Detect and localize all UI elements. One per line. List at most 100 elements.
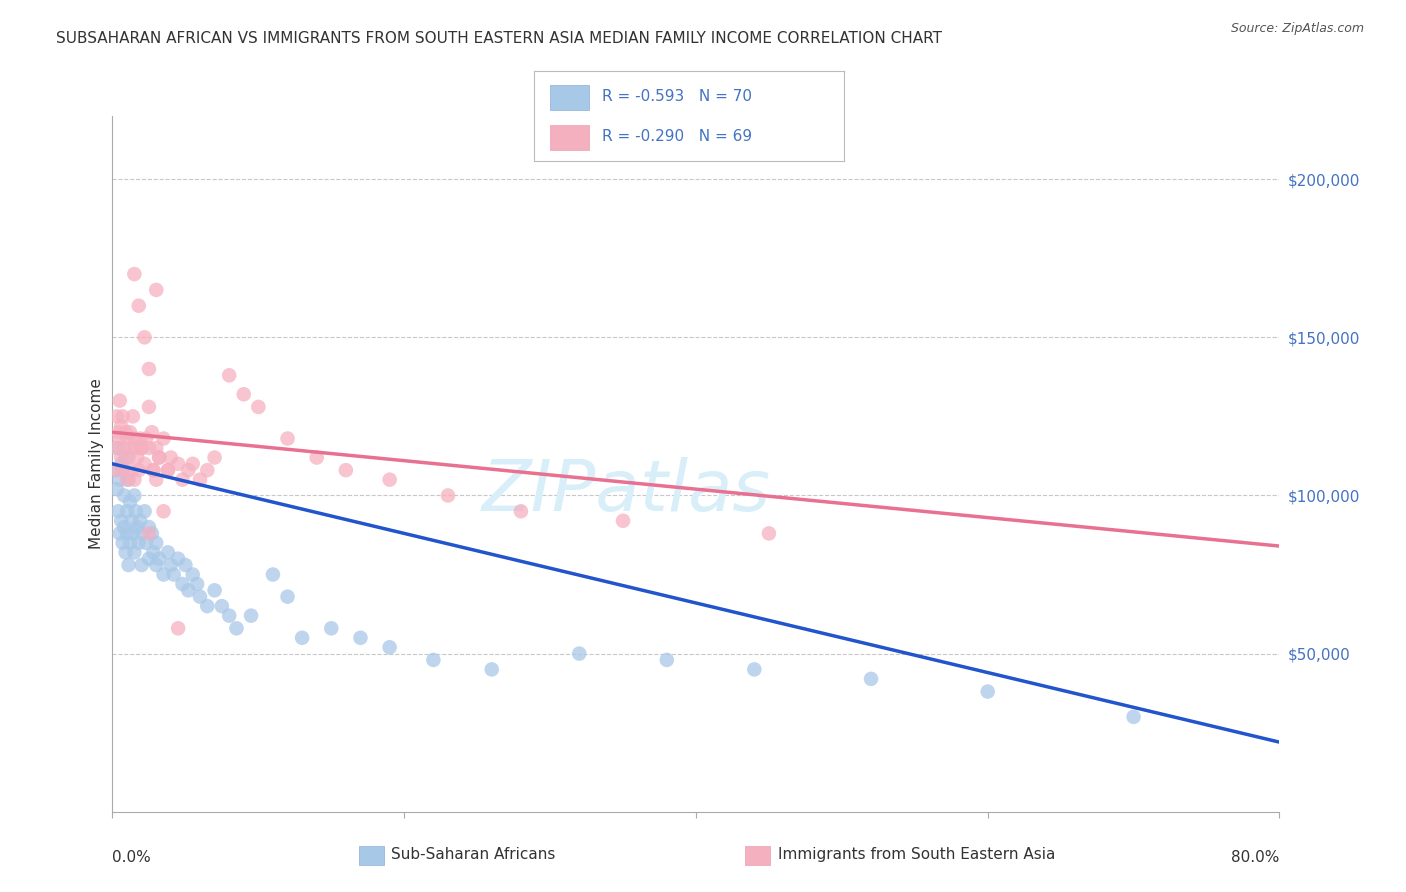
Point — [112, 441, 135, 455]
Text: R = -0.290   N = 69: R = -0.290 N = 69 — [602, 129, 752, 144]
Point — [976, 684, 998, 698]
Point — [129, 514, 152, 528]
Point — [204, 583, 226, 598]
Point — [124, 473, 146, 487]
Point — [481, 662, 503, 676]
Point — [378, 473, 401, 487]
Point — [125, 441, 148, 455]
Point — [232, 387, 254, 401]
Point — [105, 482, 128, 496]
Point — [108, 473, 131, 487]
Point — [349, 631, 371, 645]
Point — [127, 520, 149, 534]
Point — [104, 441, 127, 455]
Point — [115, 473, 138, 487]
Point — [117, 558, 139, 572]
Point — [110, 457, 132, 471]
Point — [177, 463, 200, 477]
Point — [138, 400, 160, 414]
Point — [117, 473, 139, 487]
Point — [138, 551, 160, 566]
Point — [145, 558, 167, 572]
Point — [378, 640, 401, 655]
Point — [145, 536, 167, 550]
Point — [107, 504, 129, 518]
Text: SUBSAHARAN AFRICAN VS IMMIGRANTS FROM SOUTH EASTERN ASIA MEDIAN FAMILY INCOME CO: SUBSAHARAN AFRICAN VS IMMIGRANTS FROM SO… — [56, 31, 942, 46]
Point — [141, 526, 163, 541]
Point — [142, 463, 165, 477]
Point — [145, 441, 167, 455]
Point — [122, 526, 145, 541]
Point — [112, 488, 135, 502]
Point — [177, 583, 200, 598]
Point — [172, 577, 194, 591]
Point — [1122, 710, 1144, 724]
Point — [142, 545, 165, 559]
Point — [138, 362, 160, 376]
Point — [118, 536, 141, 550]
Point — [195, 463, 218, 477]
Point — [160, 558, 183, 572]
Point — [105, 463, 128, 477]
Point — [145, 473, 167, 487]
Text: Source: ZipAtlas.com: Source: ZipAtlas.com — [1230, 22, 1364, 36]
Point — [167, 457, 190, 471]
Point — [110, 450, 132, 465]
Point — [291, 631, 314, 645]
Point — [120, 441, 142, 455]
Point — [859, 672, 883, 686]
Point — [138, 526, 160, 541]
Point — [156, 463, 179, 477]
Point — [276, 432, 298, 446]
Point — [335, 463, 357, 477]
Point — [568, 647, 591, 661]
Bar — [550, 125, 589, 150]
Point — [262, 567, 284, 582]
Point — [167, 551, 190, 566]
Point — [247, 400, 270, 414]
Point — [118, 495, 141, 509]
Point — [114, 450, 136, 465]
Point — [142, 463, 165, 477]
Point — [163, 567, 186, 582]
Point — [218, 608, 240, 623]
Y-axis label: Median Family Income: Median Family Income — [89, 378, 104, 549]
Text: Sub-Saharan Africans: Sub-Saharan Africans — [391, 847, 555, 862]
Point — [129, 432, 152, 446]
Point — [128, 299, 150, 313]
Point — [120, 514, 142, 528]
Point — [128, 463, 150, 477]
Point — [145, 283, 167, 297]
Point — [125, 504, 148, 518]
Bar — [550, 85, 589, 110]
Point — [437, 488, 460, 502]
Point — [156, 545, 179, 559]
Point — [105, 409, 128, 424]
Point — [174, 558, 197, 572]
Point — [240, 608, 263, 623]
Point — [276, 590, 298, 604]
Point — [134, 504, 156, 518]
Point — [156, 463, 179, 477]
Point — [134, 457, 156, 471]
Text: R = -0.593   N = 70: R = -0.593 N = 70 — [602, 89, 752, 103]
Point — [131, 526, 153, 541]
Point — [181, 457, 204, 471]
Text: 80.0%: 80.0% — [1232, 850, 1279, 865]
Point — [111, 409, 134, 424]
Point — [108, 393, 131, 408]
Point — [138, 441, 160, 455]
Point — [135, 536, 157, 550]
Point — [114, 545, 136, 559]
Point — [131, 441, 153, 455]
Text: Immigrants from South Eastern Asia: Immigrants from South Eastern Asia — [778, 847, 1054, 862]
Point — [195, 599, 218, 614]
Point — [112, 520, 135, 534]
Point — [141, 425, 163, 440]
Point — [186, 577, 208, 591]
Point — [108, 432, 131, 446]
Point — [131, 441, 153, 455]
Point — [167, 621, 190, 635]
Point — [321, 621, 343, 635]
Point — [138, 520, 160, 534]
